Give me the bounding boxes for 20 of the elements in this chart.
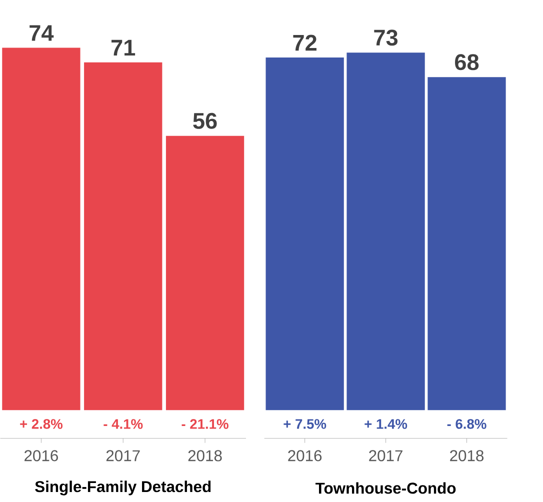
text: - 21.1% (182, 419, 228, 430)
x-axis-title: Single-Family Detached (35, 480, 211, 496)
text: - 6.8% (447, 419, 486, 430)
x-tick-label: 2018 (188, 450, 222, 462)
x-tick-label: 2018 (450, 450, 484, 462)
x-tick-label: 2016 (24, 450, 58, 462)
text: + 1.4% (364, 419, 408, 430)
data-label: 56 (193, 113, 217, 130)
text: + 2.8% (20, 419, 63, 430)
data-label: 68 (455, 54, 479, 70)
data-label: 72 (293, 35, 316, 51)
x-axis-title: Townhouse-Condo (316, 482, 456, 494)
data-label: 71 (112, 40, 136, 56)
data-label: 74 (30, 25, 54, 42)
text: + 7.5% (284, 419, 326, 430)
text: - 4.1% (104, 419, 143, 430)
data-label: 73 (374, 30, 398, 46)
x-tick-label: 2017 (106, 450, 140, 462)
x-tick-label: 2017 (369, 450, 402, 462)
x-tick-label: 2016 (288, 450, 322, 462)
